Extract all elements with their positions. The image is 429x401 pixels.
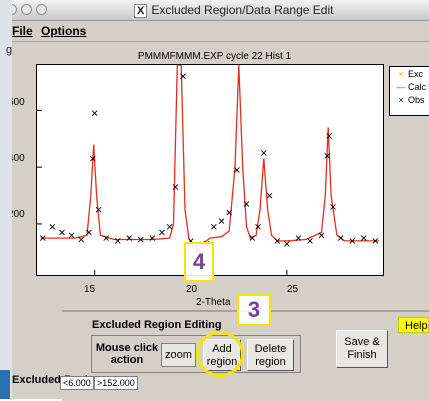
menu-options[interactable]: Options: [41, 24, 87, 38]
excluded-region-button[interactable]: <6.000: [60, 376, 94, 390]
obs-data-point: [137, 236, 144, 243]
help-button[interactable]: Help: [398, 317, 429, 333]
obs-data-point: [226, 209, 233, 216]
obs-data-point: [68, 232, 75, 239]
obs-data-point: [318, 232, 325, 239]
obs-data-point: [86, 229, 92, 236]
obs-data-point: [337, 235, 344, 241]
zoom-window-button[interactable]: [36, 4, 47, 15]
menu-bar: File Options: [0, 21, 429, 42]
obs-marker-icon: ×: [398, 95, 404, 105]
excluded-region-button[interactable]: >152.000: [94, 376, 138, 390]
obs-data-point: [284, 240, 290, 247]
obs-data-point: [372, 238, 379, 244]
highlight-ring: [196, 331, 244, 377]
obs-data-point: [360, 235, 367, 241]
title-bar: X Excluded Region/Data Range Edit: [0, 0, 429, 21]
plot-title: PMMMFMMM.EXP cycle 22 Hist 1: [137, 51, 292, 62]
obs-data-point: [78, 236, 85, 243]
obs-data-point: [330, 204, 336, 210]
delete-region-button[interactable]: Delete region: [247, 339, 294, 371]
x-tick-label: 20: [186, 284, 198, 295]
save-finish-button[interactable]: Save & Finish: [336, 330, 388, 368]
obs-data-point: [103, 235, 110, 241]
obs-data-point: [180, 73, 186, 80]
x11-icon: X: [134, 4, 148, 18]
obs-data-point: [261, 150, 267, 156]
annotation-step-4: 4: [184, 242, 214, 282]
obs-data-point: [166, 223, 173, 230]
legend-item-calc: — Calc: [394, 82, 427, 94]
annotation-step-3: 3: [237, 294, 271, 326]
obs-data-point: [126, 235, 133, 241]
window-title-text: Excluded Region/Data Range Edit: [151, 3, 334, 17]
calc-line-icon: —: [396, 82, 406, 92]
obs-data-point: [234, 167, 240, 173]
y-tick-label: 200: [8, 209, 25, 220]
y-tick-label: 600: [8, 97, 25, 108]
menu-file[interactable]: File: [12, 24, 33, 38]
obs-data-point: [59, 229, 65, 236]
zoom-button[interactable]: zoom: [161, 343, 196, 367]
obs-data-point: [95, 206, 102, 213]
obs-data-point: [324, 152, 331, 159]
x-axis-label: 2-Theta: [196, 297, 231, 308]
legend: × Exc — Calc × Obs: [389, 66, 429, 116]
obs-data-point: [274, 238, 281, 244]
obs-data-point: [39, 235, 46, 241]
obs-data-point: [218, 218, 225, 224]
obs-data-point: [211, 223, 217, 230]
window-title: X Excluded Region/Data Range Edit: [134, 3, 334, 18]
section-title: Excluded Region Editing: [92, 319, 222, 331]
legend-label: Obs: [408, 95, 425, 105]
background-window: [0, 0, 12, 399]
obs-data-point: [114, 238, 121, 244]
obs-data-point: [243, 201, 250, 207]
obs-data-point: [349, 238, 356, 244]
legend-item-exc: × Exc: [394, 69, 423, 81]
obs-data-point: [159, 229, 165, 236]
obs-data-point: [149, 235, 156, 241]
legend-item-obs: × Obs: [394, 95, 425, 107]
obs-data-point: [307, 238, 313, 244]
calc-series-line: [40, 64, 380, 248]
obs-data-point: [266, 192, 273, 199]
obs-data-point: [91, 110, 98, 117]
obs-data-point: [172, 184, 179, 190]
mouse-click-label: Mouse click action: [95, 342, 159, 366]
x-tick-label: 25: [287, 284, 299, 295]
obs-data-point: [255, 223, 261, 230]
obs-data-point: [249, 235, 256, 241]
y-tick-label: 400: [8, 153, 25, 164]
obs-data-point: [295, 235, 302, 241]
excluded-regions-label: Excluded Regions: [12, 374, 107, 386]
obs-data-point: [49, 223, 56, 230]
background-panel: [0, 370, 10, 399]
obs-data-point: [89, 155, 96, 162]
obs-data-point: [326, 133, 332, 139]
legend-label: Exc: [408, 69, 424, 79]
minimize-window-button[interactable]: [21, 4, 32, 15]
exc-marker-icon: ×: [398, 69, 404, 79]
background-text: g: [6, 44, 13, 56]
x-tick-label: 15: [84, 284, 96, 295]
legend-label: Calc: [408, 82, 427, 92]
